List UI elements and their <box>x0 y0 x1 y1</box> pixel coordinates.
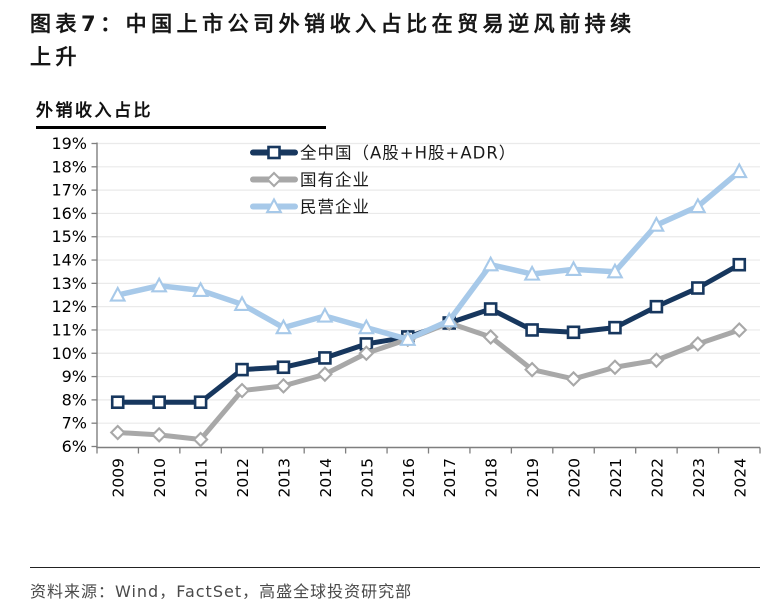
triangle-marker <box>265 197 283 214</box>
diamond-marker <box>151 426 168 443</box>
series-poe <box>109 162 748 346</box>
source-note: 资料来源：Wind，FactSet，高盛全球投资研究部 <box>30 582 413 601</box>
square-marker <box>152 395 166 410</box>
diamond-marker <box>234 382 251 399</box>
x-tick-label: 2012 <box>234 458 252 497</box>
triangle-marker <box>440 311 458 328</box>
square-marker <box>193 395 208 410</box>
series-line <box>114 168 743 343</box>
legend-item-all-china: 全中国（A股+H股+ADR） <box>250 144 516 163</box>
diamond-marker <box>689 335 706 352</box>
diamond-marker <box>731 321 748 338</box>
square-marker <box>235 362 249 377</box>
diamond-marker <box>358 345 375 362</box>
triangle-marker <box>150 276 168 293</box>
triangle-marker <box>606 262 624 279</box>
square-marker <box>649 299 664 314</box>
triangle-marker <box>689 197 707 214</box>
triangle-marker <box>523 264 541 281</box>
y-tick-label: 12% <box>51 297 87 316</box>
figure-title-line2: 上升 <box>30 45 81 69</box>
y-tick-label: 15% <box>51 227 87 246</box>
legend-item-poe: 民营企业 <box>250 197 370 217</box>
x-tick-label: 2024 <box>731 458 749 497</box>
square-marker <box>525 323 539 337</box>
y-tick-label: 9% <box>62 367 87 386</box>
diamond-marker <box>316 366 333 383</box>
square-marker <box>566 325 581 340</box>
y-tick-label: 14% <box>51 251 87 270</box>
diamond-marker <box>606 359 623 376</box>
triangle-marker <box>399 330 417 346</box>
x-tick-label: 2017 <box>441 458 459 497</box>
diamond-marker <box>266 171 282 188</box>
triangle-marker <box>109 285 127 302</box>
diamond-marker <box>524 361 541 378</box>
y-tick-label: 13% <box>51 274 87 293</box>
triangle-marker <box>316 306 334 323</box>
square-marker <box>276 360 291 375</box>
y-tick-label: 18% <box>51 157 87 176</box>
y-tick-label: 16% <box>51 204 87 223</box>
x-tick-label: 2013 <box>275 458 293 497</box>
y-tick-label: 8% <box>62 390 87 409</box>
x-tick-label: 2011 <box>193 458 211 497</box>
triangle-marker <box>192 281 210 297</box>
legend-item-soe: 国有企业 <box>250 171 370 190</box>
legend-label: 国有企业 <box>300 171 370 190</box>
triangle-marker <box>564 260 583 277</box>
square-marker <box>318 351 332 365</box>
x-tick-label: 2022 <box>648 458 666 497</box>
square-marker <box>691 281 705 295</box>
y-axis-labels: 6% 7% 8% 9% 10% 11% 12% 13% 14% 15% 16% 17% 18% 19% <box>51 134 87 456</box>
y-tick-label: 17% <box>51 181 87 200</box>
x-tick-label: 2020 <box>566 458 584 497</box>
y-tick-label: 6% <box>62 437 87 456</box>
figure-title: 图表7：中国上市公司外销收入占比在贸易逆风前持续 上升 <box>30 8 750 74</box>
x-tick-label: 2014 <box>317 458 335 497</box>
square-marker <box>110 395 125 410</box>
legend-label: 民营企业 <box>300 198 370 217</box>
diamond-marker <box>648 352 665 369</box>
y-tick-label: 10% <box>51 344 87 363</box>
x-tick-label: 2023 <box>690 458 708 497</box>
triangle-marker <box>357 318 375 335</box>
y-tick-label: 19% <box>51 134 87 153</box>
diamond-marker <box>565 370 582 387</box>
x-tick-label: 2010 <box>151 458 169 497</box>
square-marker <box>483 302 498 316</box>
triangle-marker <box>274 318 293 335</box>
diamond-marker <box>482 328 499 345</box>
chart-subtitle: 外销收入占比 <box>36 96 326 129</box>
x-tick-label: 2016 <box>400 458 418 497</box>
triangle-marker <box>233 295 251 311</box>
x-tick-label: 2009 <box>110 458 128 497</box>
series-line <box>115 320 742 443</box>
square-marker <box>267 145 281 160</box>
triangle-marker <box>482 255 500 272</box>
diamond-marker <box>192 431 209 448</box>
square-marker <box>732 257 747 272</box>
figure-title-line1: 图表7：中国上市公司外销收入占比在贸易逆风前持续 <box>30 12 636 36</box>
triangle-marker <box>730 162 748 179</box>
footer-divider <box>30 567 760 568</box>
x-tick-label: 2018 <box>483 458 501 497</box>
legend-label: 全中国（A股+H股+ADR） <box>300 144 516 163</box>
x-tick-label: 2021 <box>607 458 625 497</box>
y-tick-label: 11% <box>51 320 87 339</box>
square-marker <box>608 320 622 335</box>
gridlines <box>97 142 760 424</box>
x-tick-label: 2015 <box>358 458 376 497</box>
triangle-marker <box>647 215 665 232</box>
diamond-marker <box>275 377 292 394</box>
series-soe <box>109 314 748 448</box>
x-axis-labels: 2009 2010 2011 2012 2013 2014 2015 2016 2017 2018… <box>110 458 750 497</box>
y-tick-label: 7% <box>62 414 87 433</box>
diamond-marker <box>109 424 126 441</box>
axes <box>91 142 761 454</box>
x-tick-label: 2019 <box>524 458 542 497</box>
